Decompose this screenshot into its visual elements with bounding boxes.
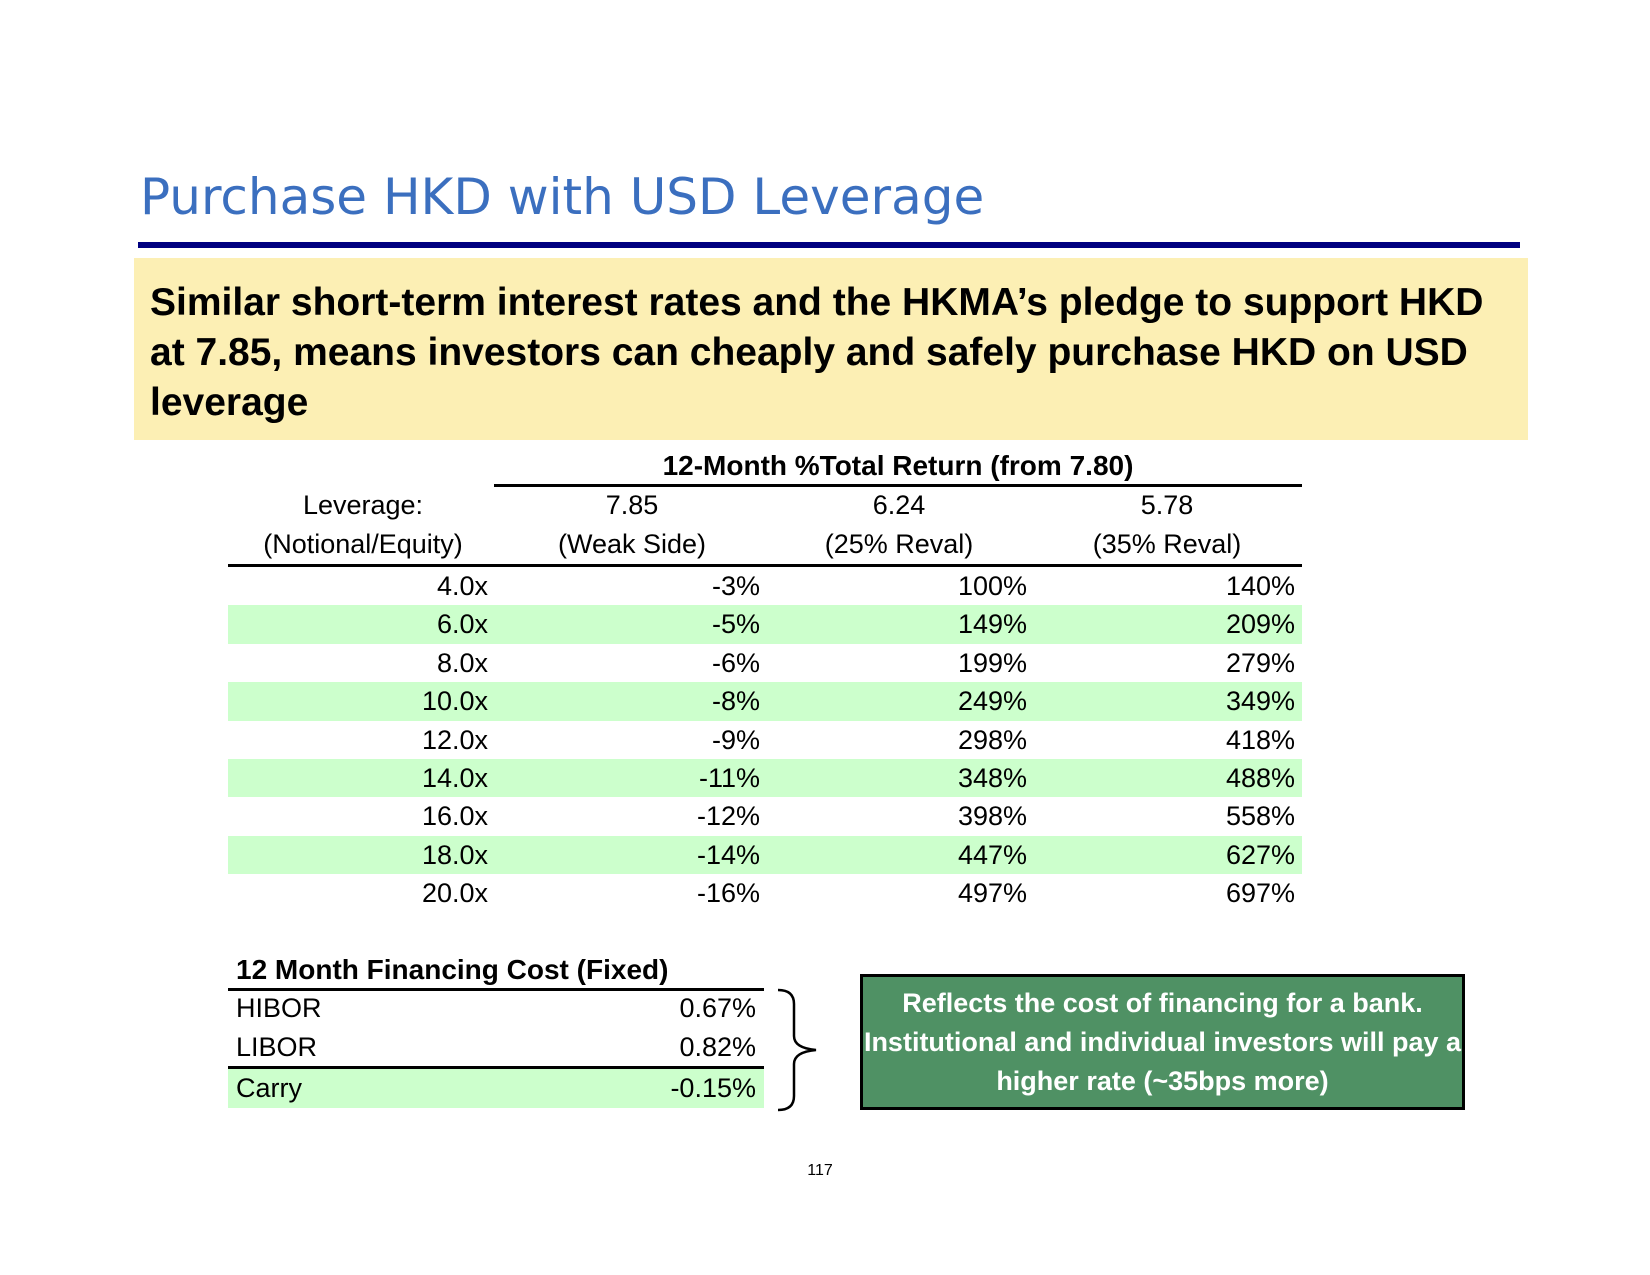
financing-value-carry: -0.15% <box>670 1073 756 1103</box>
return-cell: 199% <box>957 647 1027 678</box>
leverage-cell: 6.0x <box>436 609 488 640</box>
return-cell: -12% <box>696 801 760 832</box>
return-cell: 418% <box>1225 724 1295 755</box>
return-cell: 298% <box>957 724 1027 755</box>
scenario-rate-header: 5.78 <box>1140 490 1194 520</box>
table-row-band <box>228 759 1302 798</box>
header-rule <box>228 564 1302 567</box>
leverage-cell: 10.0x <box>421 686 488 717</box>
return-cell: 279% <box>1225 647 1295 678</box>
return-cell: 398% <box>957 801 1027 832</box>
slide-title: Purchase HKD with USD Leverage <box>140 168 985 226</box>
returns-group-header: 12-Month %Total Return (from 7.80) <box>662 450 1134 481</box>
return-cell: 209% <box>1225 609 1295 640</box>
financing-label-hibor: HIBOR <box>236 993 322 1023</box>
leverage-cell: 18.0x <box>421 839 488 870</box>
scenario-label-header: (Weak Side) <box>557 529 707 559</box>
return-cell: 349% <box>1225 686 1295 717</box>
scenario-rate-header: 7.85 <box>605 490 659 520</box>
financing-header: 12 Month Financing Cost (Fixed) <box>236 954 669 985</box>
leverage-cell: 14.0x <box>421 763 488 793</box>
leverage-cell: 8.0x <box>436 647 488 678</box>
carry-row-band <box>228 1069 764 1108</box>
leverage-cell: 12.0x <box>421 724 488 755</box>
financing-label-carry: Carry <box>236 1073 302 1103</box>
title-divider <box>138 242 1520 248</box>
financing-value-hibor: 0.67% <box>679 993 756 1023</box>
curly-brace-icon <box>777 988 817 1112</box>
table-row-band <box>228 835 1302 875</box>
financing-note-box: Reflects the cost of financing for a ban… <box>860 974 1465 1110</box>
leverage-cell: 16.0x <box>421 801 488 832</box>
scenario-label-header: (35% Reval) <box>1092 529 1242 559</box>
return-cell: 627% <box>1225 839 1295 870</box>
financing-header-rule <box>228 988 764 991</box>
leverage-header-line1: Leverage: <box>302 490 424 520</box>
return-cell: 697% <box>1225 878 1295 909</box>
return-cell: 348% <box>957 763 1027 793</box>
return-cell: 249% <box>957 686 1027 717</box>
table-row-band <box>228 605 1302 644</box>
return-cell: 497% <box>957 878 1027 909</box>
return-cell: 100% <box>957 571 1027 601</box>
financing-label-libor: LIBOR <box>236 1032 318 1062</box>
carry-rule <box>228 1066 764 1069</box>
return-cell: -14% <box>696 839 760 870</box>
return-cell: -3% <box>711 571 760 601</box>
group-header-rule <box>494 484 1302 487</box>
key-message-text: Similar short-term interest rates and th… <box>150 281 1484 424</box>
table-row-band <box>228 682 1302 721</box>
leverage-header-line2: (Notional/Equity) <box>263 529 463 559</box>
leverage-cell: 20.0x <box>421 878 488 909</box>
return-cell: 140% <box>1225 571 1295 601</box>
return-cell: -8% <box>711 686 760 717</box>
return-cell: -16% <box>696 878 760 909</box>
scenario-rate-header: 6.24 <box>872 490 926 520</box>
page-number: 117 <box>807 1162 833 1179</box>
leverage-cell: 4.0x <box>436 571 488 601</box>
return-cell: 447% <box>957 839 1027 870</box>
financing-value-libor: 0.82% <box>679 1032 756 1062</box>
return-cell: -9% <box>711 724 760 755</box>
return-cell: 558% <box>1225 801 1295 832</box>
scenario-label-header: (25% Reval) <box>824 529 974 559</box>
key-message-box: Similar short-term interest rates and th… <box>134 258 1528 440</box>
return-cell: 149% <box>957 609 1027 640</box>
financing-note-text: Reflects the cost of financing for a ban… <box>863 988 1462 1096</box>
return-cell: -5% <box>711 609 760 640</box>
return-cell: -6% <box>711 647 760 678</box>
return-cell: 488% <box>1225 763 1295 793</box>
return-cell: -11% <box>698 763 760 793</box>
